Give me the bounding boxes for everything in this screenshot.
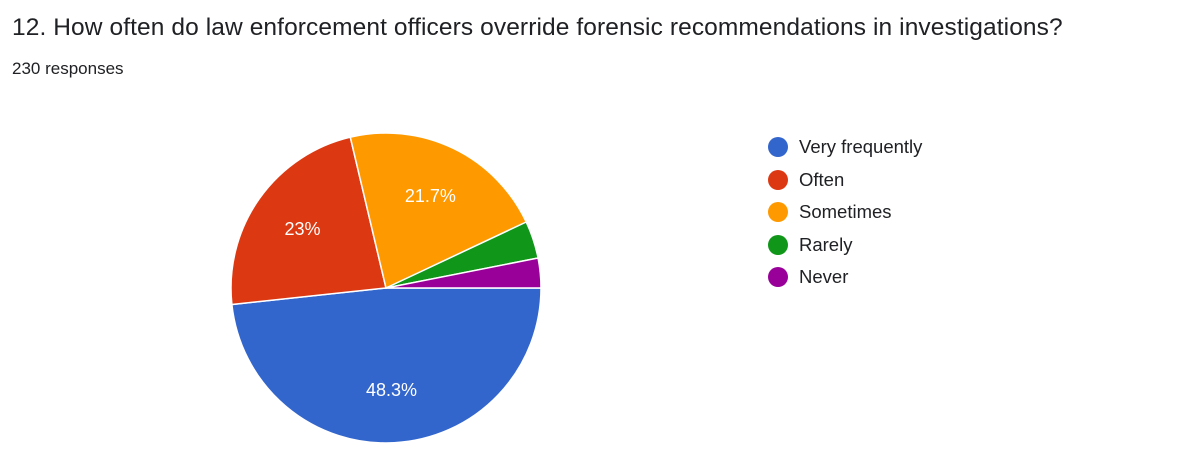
pie-slice-never[interactable] (385, 257, 542, 289)
legend-item-rarely[interactable]: Rarely (768, 229, 922, 262)
pie-label-very-frequently: 48.3% (366, 380, 417, 400)
legend-swatch (768, 234, 788, 255)
legend-item-never[interactable]: Never (768, 261, 922, 294)
legend-swatch (768, 169, 788, 190)
legend-label: Often (799, 168, 845, 190)
response-count: 230 responses (12, 59, 124, 78)
legend-swatch (768, 202, 788, 223)
legend-item-often[interactable]: Often (768, 164, 922, 197)
legend-label: Very frequently (799, 136, 923, 158)
pie-slice-very-frequently[interactable] (231, 287, 542, 444)
chart-legend: Very frequently Often Sometimes Rarely Never (768, 131, 922, 294)
pie-label-sometimes: 21.7% (405, 186, 456, 206)
legend-label: Sometimes (799, 201, 892, 223)
legend-swatch (768, 267, 788, 288)
legend-swatch (768, 137, 788, 158)
pie-label-often: 23% (284, 219, 320, 239)
pie-slice-often[interactable] (230, 136, 387, 306)
question-title: 12. How often do law enforcement officer… (12, 14, 1063, 41)
legend-item-sometimes[interactable]: Sometimes (768, 196, 922, 229)
legend-label: Rarely (799, 233, 853, 255)
legend-label: Never (799, 266, 849, 288)
pie-slice-sometimes[interactable] (349, 132, 528, 290)
legend-item-very-frequently[interactable]: Very frequently (768, 131, 922, 164)
